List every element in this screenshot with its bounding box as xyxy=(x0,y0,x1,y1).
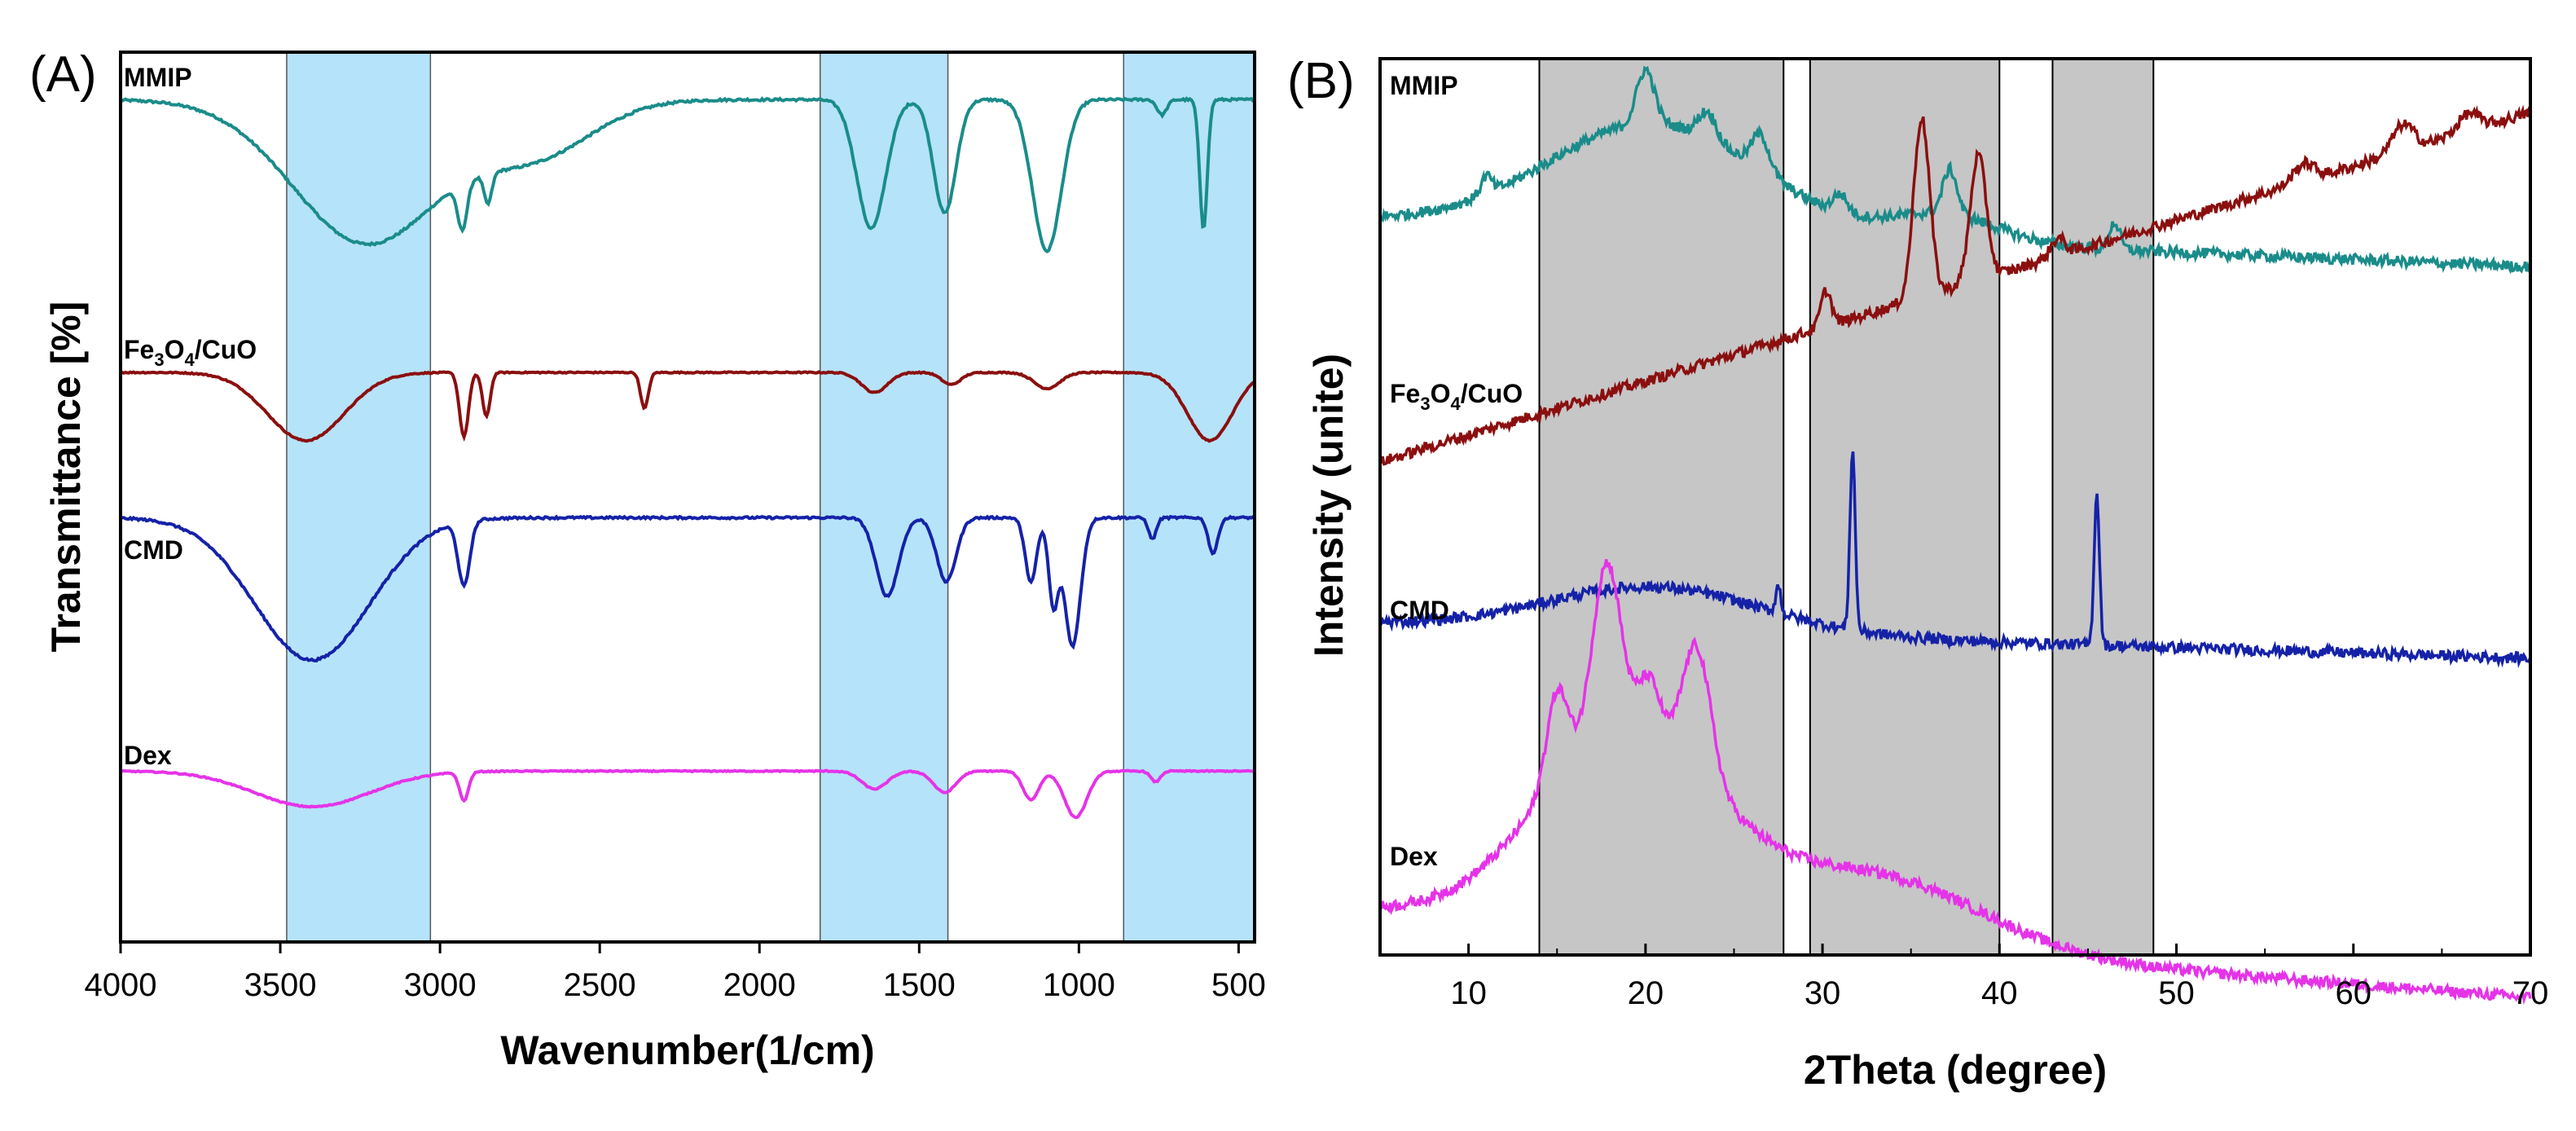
panel-a-series-labels: MMIP Fe3O4/CuO CMD Dex xyxy=(124,63,257,770)
panel-b: 10 20 30 40 50 60 70 MMIP Fe3O4/CuO CMD Dex (B) 2… xyxy=(1287,53,2548,1093)
ftir-x-tick-label: 2500 xyxy=(564,967,636,1003)
xrd-x-tick-label: 70 xyxy=(2512,975,2549,1011)
ftir-series-fe3o4cuo xyxy=(120,370,1255,443)
ftir-x-tick-label: 4000 xyxy=(85,967,157,1003)
xrd-x-tick-label: 60 xyxy=(2336,975,2372,1011)
xrd-x-tick-label: 20 xyxy=(1628,975,1664,1011)
xrd-label-dex: Dex xyxy=(1390,842,1438,871)
xrd-band-3 xyxy=(2051,58,2155,956)
xrd-x-tick-label: 10 xyxy=(1450,975,1487,1011)
panel-a-bands xyxy=(286,51,1255,943)
ftir-x-tick-label: 1000 xyxy=(1043,967,1115,1003)
ftir-band-3 xyxy=(1123,51,1255,943)
ftir-x-tick-label: 3000 xyxy=(404,967,477,1003)
ftir-label-fe3o4cuo: Fe3O4/CuO xyxy=(124,335,257,370)
panel-a-frame xyxy=(119,51,1256,944)
panel-b-label: (B) xyxy=(1287,53,1355,109)
xrd-x-tick-label: 40 xyxy=(1981,975,2018,1011)
ftir-label-cmd: CMD xyxy=(124,535,183,565)
panel-b-y-axis-title: Intensity (unite) xyxy=(1306,354,1352,657)
ftir-x-tick-label: 3500 xyxy=(244,967,317,1003)
panel-a-series xyxy=(120,96,1256,820)
ftir-series-dex xyxy=(120,768,1255,820)
ftir-series-mmip xyxy=(120,96,1255,254)
panel-a-x-axis-title: Wavenumber(1/cm) xyxy=(500,1028,874,1073)
ftir-band-2 xyxy=(819,51,949,943)
xrd-series-dex xyxy=(1379,559,2532,1006)
panel-b-series xyxy=(1378,65,2532,1006)
xrd-label-cmd: CMD xyxy=(1390,596,1449,625)
ftir-label-dex: Dex xyxy=(124,741,172,770)
xrd-series-cmd xyxy=(1378,451,2532,669)
xrd-x-tick-label: 30 xyxy=(1805,975,1841,1011)
ftir-band-1 xyxy=(286,51,432,943)
ftir-x-tick-label: 1500 xyxy=(883,967,956,1003)
panel-a-x-ticks: 4000 3500 3000 2500 2000 1500 1000 500 xyxy=(85,942,1266,1003)
ftir-series-cmd xyxy=(120,514,1256,662)
panel-a-y-axis-title: Transmittance [%] xyxy=(43,301,89,653)
panel-a-label: (A) xyxy=(29,46,97,103)
panel-b-x-ticks: 10 20 30 40 50 60 70 xyxy=(1450,944,2548,1011)
xrd-series-mmip xyxy=(1378,65,2532,275)
panel-b-bands xyxy=(1538,58,2155,956)
xrd-x-tick-label: 50 xyxy=(2158,975,2195,1011)
panel-b-series-labels: MMIP Fe3O4/CuO CMD Dex xyxy=(1390,71,1523,871)
panel-a: 4000 3500 3000 2500 2000 1500 1000 500 MMIP Fe3O… xyxy=(29,46,1266,1073)
xrd-series-fe3o4cuo xyxy=(1378,104,2532,466)
ftir-x-tick-label: 500 xyxy=(1211,967,1266,1003)
panel-b-frame xyxy=(1378,57,2532,957)
xrd-label-fe3o4cuo: Fe3O4/CuO xyxy=(1390,379,1523,414)
panel-b-x-axis-title: 2Theta (degree) xyxy=(1804,1047,2107,1093)
ftir-x-tick-label: 2000 xyxy=(723,967,796,1003)
xrd-label-mmip: MMIP xyxy=(1390,71,1458,100)
ftir-label-mmip: MMIP xyxy=(124,63,192,92)
